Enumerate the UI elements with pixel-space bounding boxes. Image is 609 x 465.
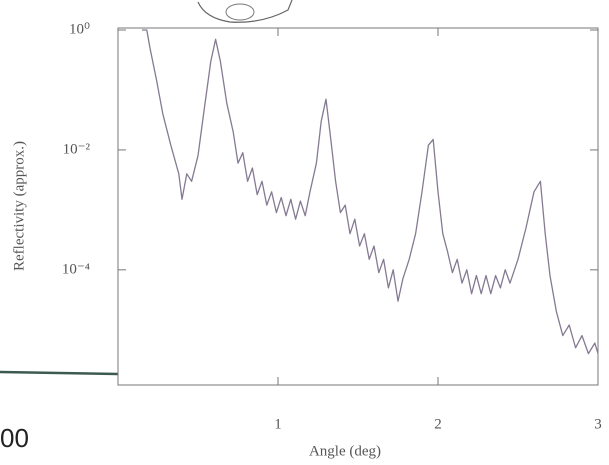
stray-line xyxy=(0,370,119,376)
y-axis-label: Reflectivity (approx.) xyxy=(11,141,27,271)
x-tick-label: 3 xyxy=(594,416,602,432)
x-tick-label: 2 xyxy=(434,416,442,432)
data-line xyxy=(142,29,599,355)
y-tick-label: 10⁻⁴ xyxy=(62,261,90,277)
sketch-detail xyxy=(225,3,255,21)
x-axis-label: Angle (deg) xyxy=(309,443,381,459)
y-tick-label: 10⁰ xyxy=(69,21,90,37)
stray-text: 00 xyxy=(0,423,29,453)
sketch xyxy=(197,0,293,23)
plot-frame xyxy=(117,27,599,386)
x-tick-label: 1 xyxy=(274,416,282,432)
y-tick-label: 10⁻² xyxy=(63,141,91,157)
